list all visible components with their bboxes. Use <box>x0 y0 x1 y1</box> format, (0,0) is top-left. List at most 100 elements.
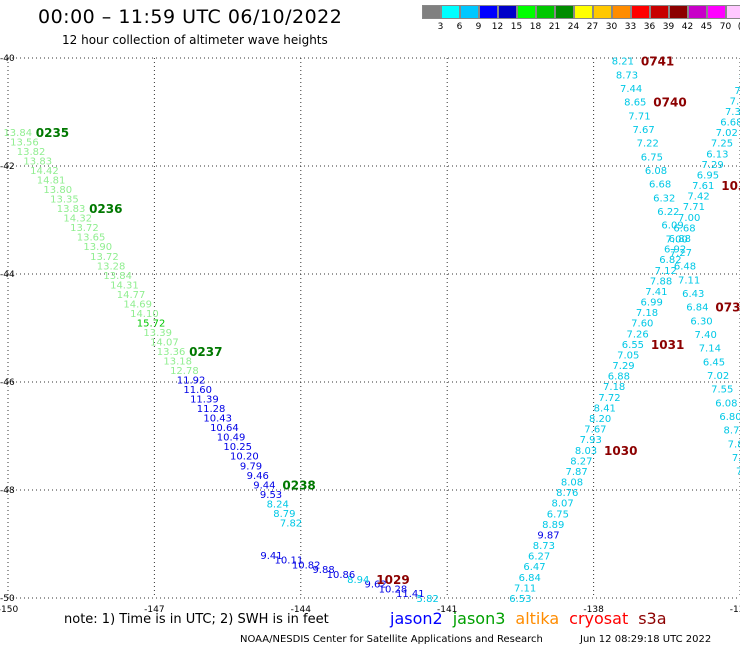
swh-value-label: 7.29 <box>612 361 634 372</box>
swh-value-label: 8.41 <box>594 403 616 414</box>
swh-value-label: 11.39 <box>190 395 219 406</box>
swh-value-label: 7.93 <box>580 435 602 446</box>
time-stamp-label: 1029 <box>376 573 409 587</box>
legend-entry: jason2 <box>390 609 443 628</box>
swh-value-label: 7.18 <box>636 308 658 319</box>
color-legend-tick: 18 <box>529 22 542 32</box>
swh-value-label: 7.44 <box>620 84 642 95</box>
swh-value-label: 8.03 <box>575 446 597 457</box>
color-legend-tick: 15 <box>510 22 523 32</box>
color-swatch <box>650 5 669 19</box>
swh-value-label: 7.00 <box>666 234 688 245</box>
time-stamp-label: 0741 <box>641 55 674 69</box>
color-swatch <box>498 5 517 19</box>
swh-value-label: 6.48 <box>674 262 696 273</box>
swh-value-label: 6.95 <box>697 170 719 181</box>
swh-value-label: 6.09 <box>661 221 683 232</box>
color-legend-tick: 70 <box>719 22 732 32</box>
swh-value-label: 14.07 <box>150 337 179 348</box>
swh-value-label: 7.89 <box>728 439 740 450</box>
swh-value-label: 7.05 <box>617 350 639 361</box>
swh-value-label: 7.72 <box>732 453 740 464</box>
swh-value-label: 9.62 <box>364 580 386 591</box>
swh-value-label: 8.27 <box>570 456 592 467</box>
chart-subtitle: 12 hour collection of altimeter wave hei… <box>62 33 328 47</box>
color-swatch <box>422 5 441 19</box>
swh-value-label: 7.11 <box>730 96 740 107</box>
footer-credit: NOAA/NESDIS Center for Satellite Applica… <box>240 634 543 645</box>
color-legend-tick: 9 <box>475 22 482 32</box>
x-tick-label: -141 <box>437 605 457 615</box>
swh-value-label: 7.27 <box>670 248 692 259</box>
swh-value-label: 8.20 <box>589 414 611 425</box>
swh-value-label: 9.79 <box>240 461 262 472</box>
swh-value-label: 13.28 <box>97 261 126 272</box>
swh-value-label: 6.22 <box>657 207 679 218</box>
swh-value-label: 6.99 <box>641 298 663 309</box>
time-stamp-label: 0236 <box>89 202 122 216</box>
swh-value-label: 10.49 <box>217 433 246 444</box>
swh-value-label: 6.43 <box>682 289 704 300</box>
swh-value-label: 7.71 <box>628 111 650 122</box>
swh-value-label: 11.28 <box>197 404 226 415</box>
chart-title: 00:00 – 11:59 UTC 06/10/2022 <box>38 6 343 28</box>
swh-value-label: 6.55 <box>622 340 644 351</box>
color-legend-tick: 45 <box>700 22 713 32</box>
swh-value-label: 7.40 <box>695 330 717 341</box>
swh-value-label: 13.36 <box>157 347 186 358</box>
swh-value-label: 6.68 <box>720 118 740 129</box>
swh-value-label: 9.41 <box>260 551 282 562</box>
swh-value-label: 7.14 <box>699 344 721 355</box>
swh-value-label: 7.18 <box>603 382 625 393</box>
color-legend-tick: 39 <box>662 22 675 32</box>
swh-value-label: 7.72 <box>598 393 620 404</box>
swh-value-label: 7.09 <box>736 467 740 478</box>
swh-value-label: 14.77 <box>117 290 146 301</box>
y-tick-label: -46 <box>0 378 15 388</box>
color-swatch <box>441 5 460 19</box>
color-legend-tick: 27 <box>586 22 599 32</box>
swh-value-label: 6.68 <box>673 223 695 234</box>
swh-value-label: 11.92 <box>177 376 206 387</box>
swh-value-label: 7.02 <box>716 128 738 139</box>
swh-value-label: 6.13 <box>706 149 728 160</box>
swh-value-label: 13.35 <box>50 195 79 206</box>
swh-value-label: 8.79 <box>273 509 295 520</box>
legend-entry: altika <box>515 609 560 628</box>
color-legend-tick: 21 <box>548 22 561 32</box>
time-stamp-label: 1030 <box>604 444 637 458</box>
time-stamp-label: 0238 <box>282 478 315 492</box>
legend-entry: s3a <box>638 609 667 628</box>
swh-value-label: 7.26 <box>626 329 648 340</box>
time-stamp-label: 1031 <box>651 338 684 352</box>
swh-value-label: 8.65 <box>624 98 646 109</box>
color-legend-tick: 3 <box>437 22 444 32</box>
swh-value-label: 13.84 <box>103 271 132 282</box>
swh-value-label: 7.61 <box>692 181 714 192</box>
swh-value-label: 7.22 <box>637 139 659 150</box>
swh-value-label: 8.08 <box>561 478 583 489</box>
swh-value-label: 8.73 <box>616 70 638 81</box>
color-swatch <box>726 5 740 19</box>
color-swatch <box>707 5 726 19</box>
color-swatch <box>517 5 536 19</box>
swh-value-label: 13.83 <box>23 157 52 168</box>
swh-value-label: 9.87 <box>537 530 559 541</box>
swh-value-label: 7.41 <box>645 287 667 298</box>
swh-value-label: 6.27 <box>528 552 550 563</box>
swh-value-label: 7.29 <box>702 160 724 171</box>
swh-value-label: 10.43 <box>203 414 232 425</box>
swh-value-label: 13.80 <box>43 185 72 196</box>
color-legend-tick: 24 <box>567 22 580 32</box>
swh-value-label: 7.11 <box>678 275 700 286</box>
color-swatch <box>460 5 479 19</box>
swh-value-label: 13.83 <box>57 204 86 215</box>
color-legend-bar <box>422 5 740 21</box>
y-tick-label: -40 <box>0 54 15 64</box>
color-legend-tick: (ft) <box>735 22 740 32</box>
swh-value-label: 10.82 <box>292 560 321 571</box>
swh-value-label: 9.53 <box>260 490 282 501</box>
color-legend-tick: 12 <box>491 22 504 32</box>
color-swatch <box>479 5 498 19</box>
